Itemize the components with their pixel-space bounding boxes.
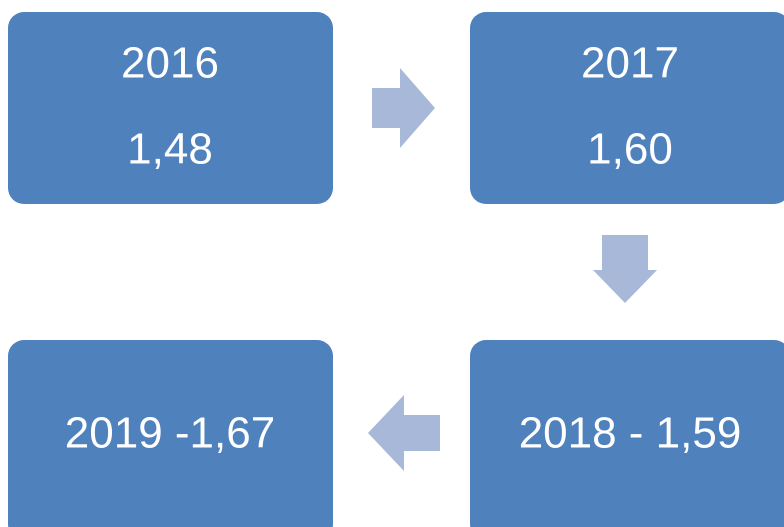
node-label: 2019 -1,67: [65, 409, 275, 458]
node-label: 2016: [121, 39, 219, 88]
node-label: 2018 - 1,59: [519, 409, 742, 458]
node-box: [8, 340, 333, 527]
node-label: 1,48: [127, 125, 213, 174]
node-label: 1,60: [587, 125, 673, 174]
arrow-right: [372, 68, 435, 148]
node-box: [470, 340, 784, 527]
node-box: [8, 12, 333, 204]
node-box: [470, 12, 784, 204]
node-label: 2017: [581, 39, 679, 88]
arrow-down: [593, 235, 657, 303]
arrow-left: [368, 395, 440, 471]
